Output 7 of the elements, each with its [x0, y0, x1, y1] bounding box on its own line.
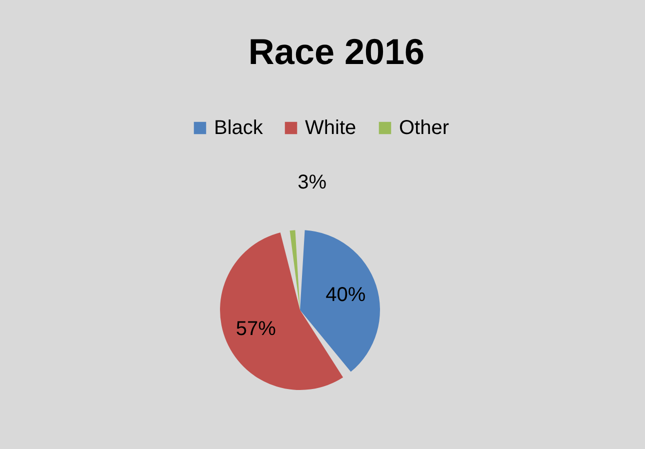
legend-label: Black — [214, 117, 264, 139]
data-label: 40% — [326, 284, 366, 306]
chart-title: Race 2016 — [248, 31, 425, 72]
legend-label: White — [305, 117, 356, 139]
legend-label: Other — [399, 117, 450, 139]
data-label: 3% — [298, 172, 327, 194]
data-label: 57% — [236, 318, 276, 340]
